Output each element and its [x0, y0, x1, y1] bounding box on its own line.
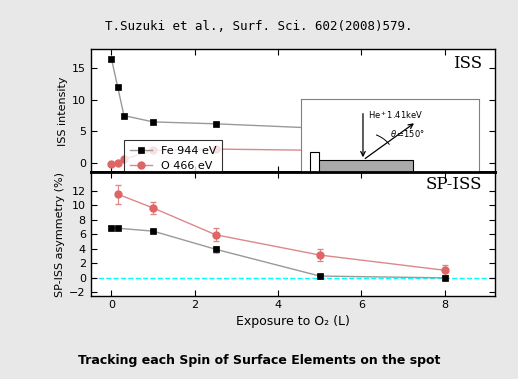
Text: ISS: ISS — [453, 55, 483, 72]
Text: T.Suzuki et al., Surf. Sci. 602(2008)579.: T.Suzuki et al., Surf. Sci. 602(2008)579… — [105, 20, 413, 33]
Text: Tracking each Spin of Surface Elements on the spot: Tracking each Spin of Surface Elements o… — [78, 354, 440, 366]
Y-axis label: SP-ISS asymmetry (%): SP-ISS asymmetry (%) — [55, 172, 65, 296]
X-axis label: Exposure to O₂ (L): Exposure to O₂ (L) — [236, 315, 350, 328]
Legend: Fe 944 eV, O 466 eV: Fe 944 eV, O 466 eV — [124, 140, 222, 177]
Text: SP-ISS: SP-ISS — [426, 176, 483, 193]
Y-axis label: ISS intensity: ISS intensity — [57, 76, 68, 146]
